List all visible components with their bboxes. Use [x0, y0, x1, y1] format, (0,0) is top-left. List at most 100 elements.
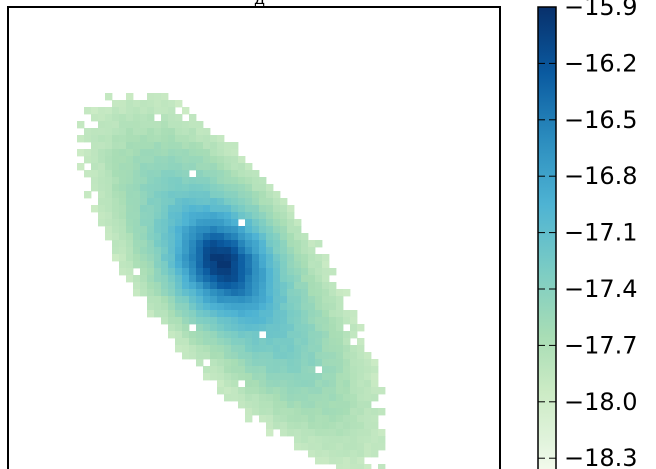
- heatmap-cell: [119, 205, 127, 213]
- heatmap-cell: [315, 268, 323, 276]
- heatmap-cell: [217, 219, 225, 227]
- heatmap-cell: [336, 359, 344, 367]
- heatmap-cell: [357, 429, 365, 437]
- heatmap-cell: [357, 436, 365, 444]
- heatmap-cell: [168, 107, 176, 115]
- heatmap-cell: [252, 317, 260, 325]
- heatmap-cell: [140, 268, 148, 276]
- heatmap-cell: [280, 408, 288, 416]
- heatmap-cell: [266, 275, 274, 283]
- heatmap-cell: [301, 408, 309, 416]
- heatmap-cell: [266, 401, 274, 409]
- heatmap-cell: [371, 443, 379, 451]
- heatmap-cell: [189, 226, 197, 234]
- heatmap-cell: [315, 261, 323, 269]
- heatmap-cell: [273, 261, 281, 269]
- heatmap-cell: [245, 219, 253, 227]
- heatmap-cell: [259, 359, 267, 367]
- heatmap-cell: [245, 163, 253, 171]
- heatmap-cell: [203, 156, 211, 164]
- heatmap-cell: [350, 436, 358, 444]
- heatmap-cell: [259, 268, 267, 276]
- heatmap-cell: [287, 289, 295, 297]
- heatmap-cell: [266, 289, 274, 297]
- heatmap-cell: [287, 401, 295, 409]
- heatmap-cell: [182, 331, 190, 339]
- heatmap-cell: [161, 275, 169, 283]
- heatmap-cell: [322, 310, 330, 318]
- heatmap-cell: [322, 450, 330, 458]
- heatmap-cell: [84, 149, 92, 157]
- heatmap-cell: [273, 317, 281, 325]
- heatmap-cell: [245, 170, 253, 178]
- heatmap-cell: [287, 219, 295, 227]
- heatmap-cell: [182, 247, 190, 255]
- heatmap-cell: [182, 268, 190, 276]
- heatmap-cell: [105, 212, 113, 220]
- heatmap-cell: [364, 415, 372, 423]
- heatmap-cell: [182, 156, 190, 164]
- heatmap-cell: [280, 254, 288, 262]
- heatmap-cell: [210, 275, 218, 283]
- heatmap-cell: [266, 219, 274, 227]
- heatmap-cell: [238, 226, 246, 234]
- heatmap-cell: [168, 212, 176, 220]
- heatmap-cell: [119, 121, 127, 129]
- heatmap-cell: [280, 275, 288, 283]
- heatmap-cell: [266, 394, 274, 402]
- heatmap-cell: [196, 317, 204, 325]
- heatmap-cell: [140, 247, 148, 255]
- heatmap-cell: [189, 296, 197, 304]
- heatmap-cell: [266, 324, 274, 332]
- heatmap-cell: [147, 275, 155, 283]
- heatmap-cell: [217, 247, 225, 255]
- heatmap-cell: [147, 261, 155, 269]
- heatmap-cell: [175, 163, 183, 171]
- heatmap-cell: [252, 177, 260, 185]
- heatmap-cell: [154, 212, 162, 220]
- heatmap-cell: [112, 121, 120, 129]
- heatmap-cell: [231, 142, 239, 150]
- heatmap-cell: [287, 275, 295, 283]
- heatmap-cell: [182, 317, 190, 325]
- heatmap-cell: [280, 352, 288, 360]
- heatmap-cell: [259, 310, 267, 318]
- heatmap-cell: [175, 254, 183, 262]
- heatmap-cell: [161, 282, 169, 290]
- heatmap-cell: [350, 380, 358, 388]
- heatmap-cell: [203, 226, 211, 234]
- heatmap-cell: [294, 310, 302, 318]
- heatmap-cell: [315, 422, 323, 430]
- colorbar-frame: [537, 6, 557, 469]
- heatmap-cell: [154, 135, 162, 143]
- heatmap-cell: [147, 100, 155, 108]
- heatmap-cell: [322, 436, 330, 444]
- heatmap-cell: [259, 303, 267, 311]
- heatmap-cell: [343, 352, 351, 360]
- heatmap-cell: [294, 303, 302, 311]
- heatmap-cell: [273, 352, 281, 360]
- heatmap-cell: [126, 121, 134, 129]
- heatmap-cell: [259, 233, 267, 241]
- heatmap-cell: [182, 345, 190, 353]
- heatmap-cell: [175, 310, 183, 318]
- heatmap-cell: [266, 366, 274, 374]
- heatmap-cell: [245, 415, 253, 423]
- heatmap-cell: [217, 163, 225, 171]
- heatmap-cell: [224, 380, 232, 388]
- heatmap-cell: [203, 149, 211, 157]
- heatmap-cell: [84, 128, 92, 136]
- heatmap-cell: [168, 289, 176, 297]
- heatmap-cell: [91, 135, 99, 143]
- heatmap-cell: [196, 310, 204, 318]
- heatmap-cell: [161, 135, 169, 143]
- heatmap-cell: [329, 429, 337, 437]
- heatmap-cell: [105, 135, 113, 143]
- heatmap-cell: [224, 191, 232, 199]
- heatmap-cell: [91, 177, 99, 185]
- heatmap-cell: [315, 457, 323, 465]
- heatmap-cell: [231, 163, 239, 171]
- heatmap-cell: [210, 373, 218, 381]
- heatmap-cell: [294, 436, 302, 444]
